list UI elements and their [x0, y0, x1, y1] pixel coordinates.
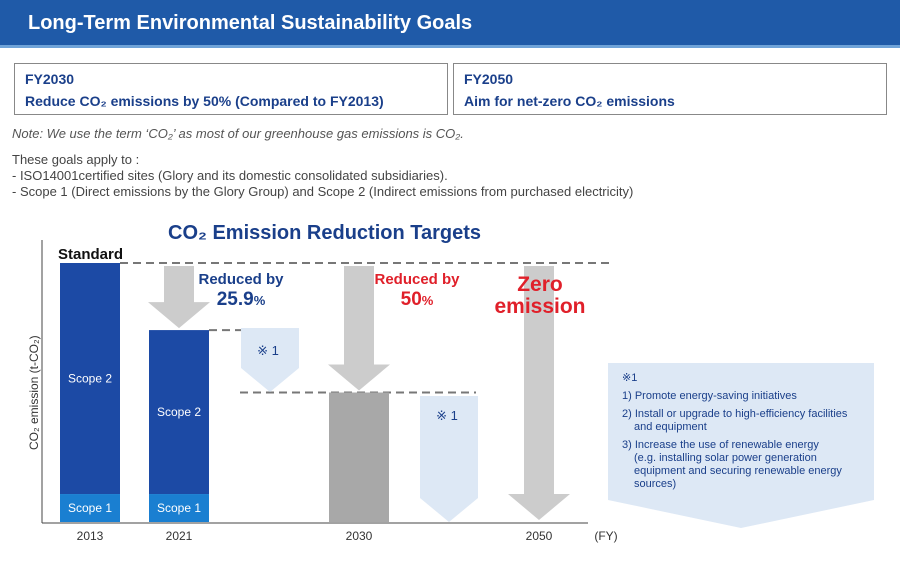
- footnote-item: 2) Install or upgrade to high-efficiency…: [622, 408, 848, 420]
- bar-label: Scope 2: [68, 372, 112, 386]
- footnote-item: equipment and securing renewable energy: [634, 465, 842, 477]
- applies-item: - ISO14001certified sites (Glory and its…: [12, 168, 448, 183]
- standard-label: Standard: [58, 246, 123, 263]
- goal-year: FY2030: [25, 71, 75, 87]
- bar-label: Scope 1: [68, 501, 112, 515]
- footnote-item: 3) Increase the use of renewable energy: [622, 439, 819, 451]
- applies-item: - Scope 1 (Direct emissions by the Glory…: [12, 184, 634, 199]
- measure-label: ※ 1: [436, 408, 458, 423]
- goal-text: Aim for net-zero CO₂ emissions: [464, 93, 675, 109]
- reduction-label-2030: Reduced by 50%: [362, 270, 472, 311]
- reduction-value: 50: [400, 289, 422, 310]
- x-tick-label: 2030: [346, 529, 373, 543]
- reduction-arrow-2050: [508, 266, 570, 520]
- bar-scope1: [60, 494, 120, 522]
- reduction-arrow-2021: [148, 266, 210, 329]
- chart-title: CO₂ Emission Reduction Targets: [168, 222, 482, 244]
- footnote-item: (e.g. installing solar power generation: [634, 452, 817, 464]
- bar-scope2: [60, 263, 120, 495]
- measure-arrow: [241, 328, 299, 392]
- reduction-text: Reduced by: [198, 271, 284, 288]
- reduction-unit: %: [253, 293, 266, 308]
- bar-label: Scope 1: [157, 501, 201, 515]
- bar-label: Scope 2: [157, 405, 201, 419]
- bar-2030: [329, 392, 389, 522]
- reduction-text: emission: [494, 295, 586, 318]
- x-tick-label: 2050: [526, 529, 553, 543]
- footnote-title: ※1: [622, 372, 638, 384]
- reduction-arrow-2030: [328, 266, 390, 391]
- scope-applies: These goals apply to : - ISO14001certifi…: [12, 152, 633, 200]
- x-axis-unit: (FY): [594, 529, 617, 543]
- footnote-item: sources): [634, 478, 677, 490]
- measure-label: ※ 1: [257, 343, 279, 358]
- reduction-text: Zero: [517, 273, 563, 296]
- goal-year: FY2050: [464, 71, 514, 87]
- bar-scope2: [149, 330, 209, 495]
- x-tick-label: 2013: [77, 529, 104, 543]
- footnote-shape: [608, 363, 874, 528]
- footnote-item: and equipment: [634, 421, 707, 433]
- co2-note: Note: We use the term ‘CO₂’ as most of o…: [12, 126, 464, 141]
- y-axis-label: CO₂ emission (t-CO₂): [27, 335, 41, 450]
- goal-text: Reduce CO₂ emissions by 50% (Compared to…: [25, 93, 384, 109]
- goal-fy2050: FY2050 Aim for net-zero CO₂ emissions: [453, 63, 887, 115]
- bar-scope1: [149, 494, 209, 522]
- reduction-label-2021: Reduced by 25.9%: [186, 270, 296, 311]
- goal-fy2030: FY2030 Reduce CO₂ emissions by 50% (Comp…: [14, 63, 448, 115]
- footnote-item: 1) Promote energy-saving initiatives: [622, 390, 797, 402]
- measure-arrow: [420, 396, 478, 522]
- page-title: Long-Term Environmental Sustainability G…: [28, 12, 473, 34]
- reduction-unit: %: [421, 293, 434, 308]
- reduction-text: Reduced by: [374, 271, 460, 288]
- footnote-box: ※1 1) Promote energy-saving initiatives …: [608, 363, 874, 491]
- x-tick-label: 2021: [166, 529, 193, 543]
- applies-intro: These goals apply to :: [12, 152, 140, 167]
- page-header: Long-Term Environmental Sustainability G…: [0, 0, 900, 48]
- reduction-label-2050: Zero emission: [480, 274, 600, 318]
- reduction-value: 25.9: [216, 289, 254, 310]
